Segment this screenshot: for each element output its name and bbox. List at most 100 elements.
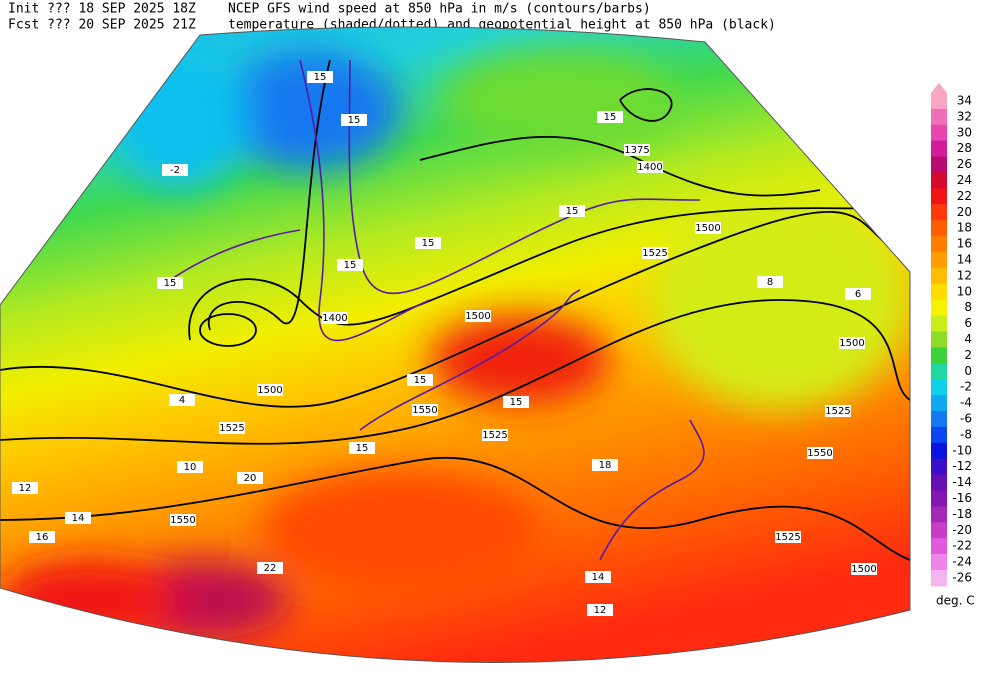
wind-label: 15 <box>356 443 369 454</box>
height-label: 1500 <box>465 311 490 322</box>
wind-label: 15 <box>422 238 435 249</box>
label-box <box>219 422 245 434</box>
wind-label: 15 <box>164 278 177 289</box>
colorbar-label: -24 <box>952 555 972 569</box>
wind-label: 15 <box>414 375 427 386</box>
colorbar-label: -16 <box>952 491 972 505</box>
colorbar-swatch <box>931 426 947 444</box>
temperature-label: 14 <box>592 572 605 583</box>
label-box <box>592 459 618 471</box>
temperature-label: 8 <box>767 277 773 288</box>
contour <box>188 207 910 341</box>
wind-contour <box>599 419 705 561</box>
colorbar-label: -2 <box>960 380 972 394</box>
wind-label: 15 <box>566 206 579 217</box>
colorbar-swatch <box>931 140 947 158</box>
label-box <box>257 562 283 574</box>
colorbar-label: 34 <box>957 94 972 108</box>
colorbar-label: -4 <box>960 396 972 410</box>
label-box <box>337 259 363 271</box>
colorbar-label: -20 <box>952 523 972 537</box>
label-box <box>12 482 38 494</box>
label-box <box>503 396 529 408</box>
colorbar-label: -18 <box>952 507 972 521</box>
label-box <box>157 277 183 289</box>
wind-label: 15 <box>510 397 523 408</box>
label-box <box>257 384 283 396</box>
height-label: 1500 <box>695 223 720 234</box>
mild-area <box>440 50 680 150</box>
label-box <box>322 312 348 324</box>
label-box <box>695 222 721 234</box>
colorbar-swatch <box>931 331 947 348</box>
label-box <box>349 442 375 454</box>
temperature-label: 18 <box>599 460 612 471</box>
colorbar-swatch <box>931 395 947 412</box>
colorbar-swatch <box>931 458 947 476</box>
wind-contour <box>348 59 701 295</box>
height-label: 1500 <box>839 338 864 349</box>
colorbar-swatch <box>931 283 947 301</box>
colorbar-label: 2 <box>964 348 972 362</box>
label-box <box>559 205 585 217</box>
height-label: 1500 <box>257 385 282 396</box>
label-box <box>415 237 441 249</box>
colorbar-label: -6 <box>960 412 972 426</box>
colorbar-swatch <box>931 299 947 317</box>
colorbar-label: 10 <box>957 284 972 298</box>
temperature-label: 22 <box>264 563 277 574</box>
colorbar-swatch <box>931 506 947 523</box>
warm-area <box>430 315 610 405</box>
colorbar-swatch <box>931 252 947 269</box>
label-box <box>757 276 783 288</box>
label-box <box>237 472 263 484</box>
height-label: 1400 <box>637 162 662 173</box>
hot-area <box>0 560 180 640</box>
label-box <box>637 161 663 173</box>
colorbar-label: -26 <box>952 571 972 585</box>
colorbar-label: 18 <box>957 221 972 235</box>
temperature-label: 4 <box>179 395 185 406</box>
colorbar-label: 22 <box>957 189 972 203</box>
colorbar-label: -8 <box>960 427 972 441</box>
temperature-label: 10 <box>184 462 197 473</box>
label-box <box>482 429 508 441</box>
colorbar-label: 8 <box>964 300 972 314</box>
label-box <box>839 337 865 349</box>
colorbar-swatch <box>931 188 947 205</box>
label-box <box>597 111 623 123</box>
colorbar: 3432302826242220181614121086420-2-4-6-8-… <box>931 83 972 587</box>
colorbar-swatch <box>931 379 947 396</box>
contour <box>199 313 257 347</box>
init-label: Init ??? 18 SEP 2025 18Z <box>8 2 196 17</box>
colorbar-label: 14 <box>957 253 972 267</box>
colorbar-swatch <box>931 522 947 539</box>
colorbar-label: 20 <box>957 205 972 219</box>
colorbar-label: 16 <box>957 237 972 251</box>
colorbar-swatch <box>931 108 947 126</box>
colorbar-swatch <box>931 204 947 221</box>
title-line: NCEP GFS wind speed at 850 hPa in m/s (c… <box>228 2 651 17</box>
colorbar-label: -10 <box>952 443 972 457</box>
colorbar-swatch <box>931 315 947 332</box>
label-box <box>170 514 196 526</box>
label-box <box>307 71 333 83</box>
colorbar-swatch <box>931 156 947 173</box>
height-label: 1550 <box>807 448 832 459</box>
contour <box>0 457 910 561</box>
colorbar-unit: deg. C <box>936 594 975 608</box>
height-label: 1375 <box>624 145 649 156</box>
map-border <box>0 26 911 663</box>
height-label: 1400 <box>322 313 347 324</box>
colorbar-swatch <box>931 474 947 491</box>
colorbar-swatch <box>931 172 947 189</box>
temperature-label: 12 <box>594 605 607 616</box>
label-box <box>587 604 613 616</box>
colorbar-swatch <box>931 220 947 237</box>
label-box <box>177 461 203 473</box>
colorbar-label: 6 <box>964 316 972 330</box>
contour <box>0 299 910 445</box>
label-box <box>412 404 438 416</box>
label-box <box>162 164 188 176</box>
colorbar-label: -22 <box>952 539 972 553</box>
